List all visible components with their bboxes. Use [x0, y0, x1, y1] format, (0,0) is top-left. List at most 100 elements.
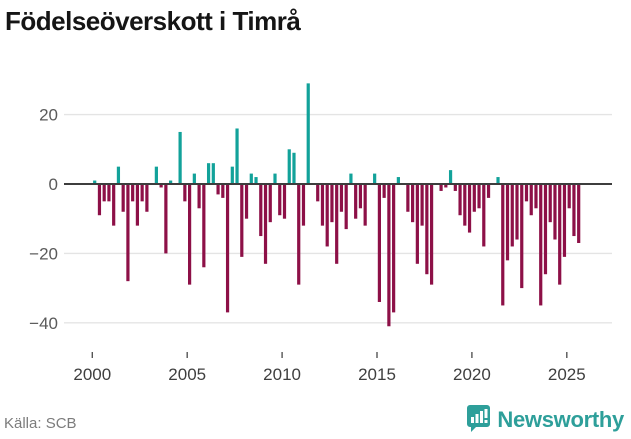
quarter-bar: [520, 184, 524, 289]
quarter-bar: [553, 184, 557, 240]
quarter-bar: [320, 184, 325, 226]
quarter-bar: [268, 184, 272, 223]
quarter-bar: [297, 184, 301, 285]
quarter-bar: [425, 184, 429, 275]
quarter-bar: [539, 184, 543, 306]
quarter-bar: [126, 184, 130, 282]
quarter-bar: [116, 166, 121, 184]
quarter-bar: [102, 184, 106, 202]
quarter-bar: [349, 173, 353, 184]
quarter-bar: [534, 184, 538, 209]
quarter-bar: [159, 184, 163, 188]
quarter-bar: [188, 184, 192, 285]
quarter-bar: [358, 184, 363, 209]
quarter-bar: [524, 184, 529, 202]
quarter-bar: [278, 184, 282, 216]
quarter-bar: [325, 184, 329, 247]
quarter-bar: [420, 184, 424, 226]
newsworthy-logo-icon: [466, 404, 491, 437]
quarter-bar: [543, 184, 548, 275]
quarter-bar: [548, 184, 552, 223]
chart-title: Födelseöverskott i Timrå: [5, 6, 301, 36]
quarter-bar: [259, 184, 263, 237]
quarter-bar: [510, 184, 514, 247]
quarter-bar: [429, 184, 434, 285]
quarter-bar: [282, 184, 287, 219]
source-label: Källa: SCB: [4, 415, 77, 432]
quarter-bar: [382, 184, 386, 198]
quarter-bar: [192, 173, 196, 184]
quarter-bar: [448, 170, 453, 184]
y-axis-tick-label: 0: [49, 175, 58, 194]
quarter-bar: [415, 184, 419, 264]
quarter-bar: [225, 184, 230, 313]
quarter-bar: [363, 184, 367, 226]
quarter-bar: [515, 184, 519, 240]
y-axis-tick-label: −20: [29, 244, 58, 263]
quarter-bar: [486, 184, 491, 198]
quarter-bar: [202, 184, 206, 268]
quarter-bar: [292, 152, 296, 184]
quarter-bar: [558, 184, 562, 285]
quarter-bar: [221, 184, 225, 198]
quarter-bar: [453, 184, 457, 191]
quarter-bar: [206, 163, 211, 184]
quarter-bar: [505, 184, 510, 261]
quarter-bar: [306, 83, 310, 184]
quarter-bar: [354, 184, 358, 219]
quarter-bar: [164, 184, 168, 254]
x-axis-tick-label: 2005: [168, 365, 206, 384]
quarter-bar: [107, 184, 111, 202]
quarter-bar: [178, 131, 182, 184]
quarter-bar: [97, 184, 102, 216]
quarter-bar: [392, 184, 396, 313]
quarter-bar: [183, 184, 187, 202]
quarter-bar: [135, 184, 140, 226]
quarter-bar: [121, 184, 125, 212]
quarter-bar: [572, 184, 576, 237]
quarter-bar: [472, 184, 476, 212]
quarter-bar: [577, 184, 581, 243]
quarter-bar: [330, 184, 334, 223]
quarter-bar: [216, 184, 220, 195]
quarter-bar: [458, 184, 462, 216]
quarter-bar: [562, 184, 567, 257]
quarter-bar: [273, 173, 277, 184]
quarter-bar: [131, 184, 135, 202]
quarter-bar: [411, 184, 415, 223]
newsworthy-wordmark: Newsworthy: [497, 407, 624, 432]
quarter-bar: [496, 177, 500, 184]
quarter-bar: [301, 184, 306, 226]
quarter-bar: [463, 184, 467, 226]
quarter-bar: [344, 184, 348, 230]
quarter-bar: [240, 184, 244, 257]
quarter-bar: [169, 180, 173, 184]
quarter-bar: [501, 184, 505, 306]
quarter-bar: [263, 184, 268, 264]
quarter-bar: [230, 166, 234, 184]
quarter-bar: [444, 184, 448, 188]
quarter-bar: [373, 173, 377, 184]
quarter-bar: [154, 166, 158, 184]
quarter-bar: [339, 184, 344, 212]
quarter-bar: [335, 184, 339, 264]
quarter-bar: [406, 184, 410, 212]
quarter-bar: [377, 184, 381, 302]
quarter-bar: [140, 184, 144, 202]
x-axis-tick-label: 2000: [73, 365, 111, 384]
quarter-bar: [197, 184, 201, 209]
x-axis-tick-label: 2020: [453, 365, 491, 384]
y-axis-tick-label: 20: [39, 106, 58, 125]
quarter-bar: [93, 180, 97, 184]
quarter-bar: [287, 149, 291, 184]
x-axis-tick-label: 2025: [548, 365, 586, 384]
quarter-bar: [467, 184, 472, 233]
y-axis-tick-label: −40: [29, 314, 58, 333]
quarter-bar: [249, 173, 253, 184]
quarter-bar: [387, 184, 391, 327]
quarter-bar: [211, 163, 215, 184]
x-axis-tick-label: 2010: [263, 365, 301, 384]
x-axis-tick-label: 2015: [358, 365, 396, 384]
